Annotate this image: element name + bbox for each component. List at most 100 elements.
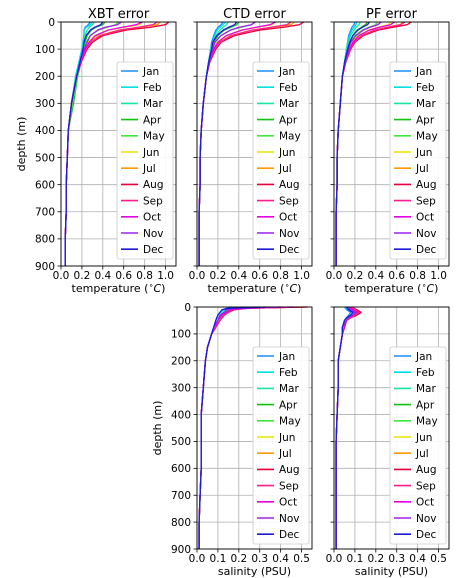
legend-label-aug: Aug (143, 179, 164, 191)
x-tick-label: 1.0 (293, 270, 310, 282)
legend-label-oct: Oct (416, 497, 434, 509)
legend-label-jan: Jan (278, 66, 295, 78)
legend-label-sep: Sep (416, 195, 436, 207)
x-axis-label: temperature (∘C) (72, 281, 166, 296)
legend-label-mar: Mar (279, 98, 299, 110)
legend-label-apr: Apr (279, 399, 298, 411)
x-tick-label: 0.5 (293, 553, 310, 565)
x-tick-label: 0.8 (272, 270, 289, 282)
x-tick-label: 0.8 (409, 270, 426, 282)
x-axis-label: salinity (PSU) (218, 565, 291, 578)
y-axis-label: depth (m) (15, 117, 28, 172)
legend-label-aug: Aug (279, 464, 300, 476)
x-tick-label: 0.1 (210, 553, 227, 565)
legend-label-oct: Oct (416, 212, 434, 224)
y-tick-label: 300 (171, 382, 191, 394)
legend-label-feb: Feb (279, 367, 298, 379)
legend-label-dec: Dec (416, 244, 437, 256)
axes-frame (333, 306, 450, 550)
legend-label-apr: Apr (279, 114, 298, 126)
chart-title: PF error (366, 7, 418, 22)
x-tick-label: 0.4 (94, 270, 111, 282)
y-tick-label: 900 (171, 544, 191, 556)
legend-label-may: May (416, 416, 438, 428)
legend-box (252, 61, 310, 260)
legend-label-apr: Apr (143, 114, 162, 126)
x-tick-label: 0.1 (347, 553, 364, 565)
y-tick-label: 700 (35, 207, 55, 219)
legend-box (252, 346, 310, 545)
legend-label-sep: Sep (279, 480, 299, 492)
x-tick-label: 0.6 (251, 270, 268, 282)
y-tick-label: 600 (35, 179, 55, 191)
y-tick-label: 500 (35, 152, 55, 164)
legend-label-sep: Sep (416, 480, 436, 492)
legend-label-aug: Aug (279, 179, 300, 191)
x-tick-label: 0.5 (430, 553, 447, 565)
legend-label-may: May (279, 416, 301, 428)
y-tick-label: 0 (184, 302, 191, 314)
x-tick-label: 0.0 (189, 270, 206, 282)
legend-label-nov: Nov (143, 228, 164, 240)
legend-label-mar: Mar (416, 383, 436, 395)
legend-label-jul: Jul (415, 163, 429, 175)
y-tick-label: 500 (171, 436, 191, 448)
legend-label-jul: Jul (415, 448, 429, 460)
series-line-dec (335, 21, 371, 266)
legend-label-nov: Nov (279, 513, 300, 525)
legend-label-may: May (279, 131, 301, 143)
x-tick-label: 0.0 (326, 553, 343, 565)
legend-label-mar: Mar (143, 98, 163, 110)
x-tick-label: 0.0 (189, 553, 206, 565)
axes-frame (60, 21, 177, 267)
legend-label-nov: Nov (279, 228, 300, 240)
series-line-dec (64, 21, 104, 266)
legend-label-jan: Jan (415, 66, 432, 78)
legend-box (116, 61, 174, 260)
panel-ctd: 0.0 0.2 0.4 0.6 0.8 1.0 CTD error Jan Feb Mar Apr M… (189, 7, 313, 282)
legend-label-dec: Dec (416, 529, 437, 541)
legend-label-feb: Feb (279, 82, 298, 94)
x-tick-label: 0.2 (367, 553, 384, 565)
x-tick-label: 0.6 (388, 270, 405, 282)
legend-label-dec: Dec (279, 244, 300, 256)
y-tick-label: 200 (35, 71, 55, 83)
x-tick-label: 0.6 (115, 270, 132, 282)
legend-label-sep: Sep (143, 195, 163, 207)
panel-sal-left: 0.0 0.1 0.2 0.3 0.4 0.5 0 100 200 300 400 500 600 700… (171, 302, 313, 565)
x-tick-label: 0.4 (367, 270, 384, 282)
legend-label-jan: Jan (278, 351, 295, 363)
legend-label-aug: Aug (416, 464, 437, 476)
legend-label-mar: Mar (279, 383, 299, 395)
x-tick-label: 0.2 (210, 270, 227, 282)
legend-label-jul: Jul (278, 448, 292, 460)
y-tick-label: 300 (35, 98, 55, 110)
legend-label-apr: Apr (416, 114, 435, 126)
legend-label-oct: Oct (143, 212, 161, 224)
legend-label-jul: Jul (142, 163, 156, 175)
legend-label-jan: Jan (142, 66, 159, 78)
legend-label-may: May (143, 131, 165, 143)
x-axis-label: temperature (∘C) (208, 281, 302, 296)
x-tick-label: 0.2 (230, 553, 247, 565)
legend-label-mar: Mar (416, 98, 436, 110)
chart-title: CTD error (223, 7, 286, 22)
legend-label-nov: Nov (416, 228, 437, 240)
legend-label-oct: Oct (279, 212, 297, 224)
y-tick-label: 0 (48, 17, 55, 29)
x-axis-label: temperature (∘C) (345, 281, 439, 296)
x-tick-label: 0.0 (326, 270, 343, 282)
panel-pf: 0.0 0.2 0.4 0.6 0.8 1.0 PF error Jan Feb Mar Apr Ma… (326, 7, 450, 282)
axes-frame (196, 306, 313, 550)
series-line-dec (198, 21, 238, 266)
legend-box (389, 346, 447, 545)
x-tick-label: 1.0 (157, 270, 174, 282)
x-tick-label: 0.2 (347, 270, 364, 282)
y-tick-label: 800 (171, 517, 191, 529)
legend-label-jan: Jan (415, 351, 432, 363)
legend-label-feb: Feb (143, 82, 162, 94)
chart-title: XBT error (88, 7, 150, 22)
legend-label-jun: Jun (415, 432, 432, 444)
x-tick-label: 0.2 (74, 270, 91, 282)
x-axis-label: salinity (PSU) (355, 565, 428, 578)
